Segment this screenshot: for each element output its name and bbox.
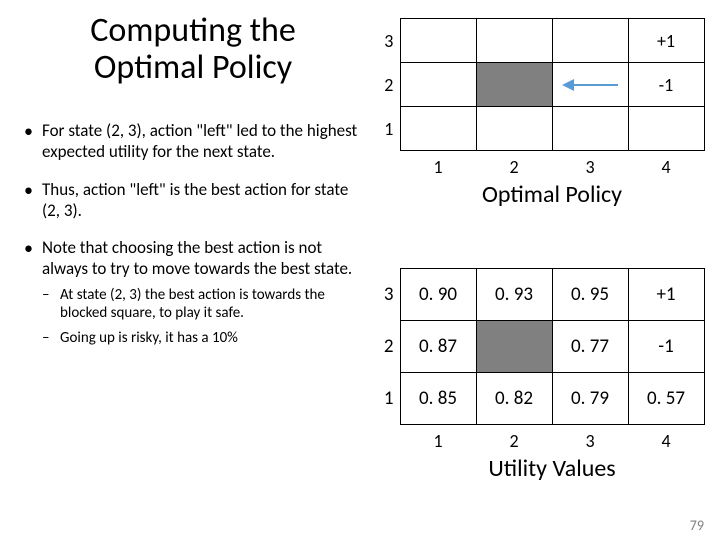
grid-cell: 0. 85 xyxy=(400,373,476,425)
grid-cell xyxy=(552,19,628,63)
grid-cell: -1 xyxy=(628,321,704,373)
title-line-2: Optimal Policy xyxy=(94,47,292,88)
grid1-caption: Optimal Policy xyxy=(400,180,704,209)
grid-cell: -1 xyxy=(628,63,704,107)
col-label: 4 xyxy=(628,430,704,452)
grid-cell xyxy=(400,19,476,63)
col-label: 4 xyxy=(628,156,704,178)
grid1-column-labels: 1 2 3 4 xyxy=(400,156,704,178)
grid-cell: 0. 57 xyxy=(628,373,704,425)
grid-cell xyxy=(400,63,476,107)
grid-cell xyxy=(476,107,552,151)
row-label: 3 xyxy=(378,19,400,63)
grid-cell: 0. 93 xyxy=(476,269,552,321)
grid-cell: 0. 77 xyxy=(552,321,628,373)
bullet-3-text: Note that choosing the best action is no… xyxy=(42,237,352,279)
row-label: 2 xyxy=(378,321,400,373)
grid-cell xyxy=(400,107,476,151)
grid2-column-labels: 1 2 3 4 xyxy=(400,430,704,452)
optimal-policy-grid: 3 +1 2 -1 1 xyxy=(378,18,705,151)
sub-bullet-1: At state (2, 3) the best action is towar… xyxy=(42,286,364,324)
grid-cell: 0. 95 xyxy=(552,269,628,321)
col-label: 3 xyxy=(552,430,628,452)
utility-values-grid: 3 0. 90 0. 93 0. 95 +1 2 0. 87 0. 77 -1 … xyxy=(378,268,705,425)
row-label: 2 xyxy=(378,63,400,107)
col-label: 2 xyxy=(476,156,552,178)
grid-cell: 0. 79 xyxy=(552,373,628,425)
grid2-caption: Utility Values xyxy=(400,454,704,483)
arrow-left-cell xyxy=(552,63,628,107)
grid-cell: +1 xyxy=(628,19,704,63)
row-label: 1 xyxy=(378,373,400,425)
grid-cell: 0. 87 xyxy=(400,321,476,373)
grid-cell: +1 xyxy=(628,269,704,321)
grid-cell: 0. 82 xyxy=(476,373,552,425)
grid-cell xyxy=(476,19,552,63)
grid-cell xyxy=(552,107,628,151)
bullet-2: Thus, action "left" is the best action f… xyxy=(24,179,364,222)
page-number: 79 xyxy=(690,517,704,534)
sub-bullet-2: Going up is risky, it has a 10% xyxy=(42,329,364,348)
slide-title: Computing the Optimal Policy xyxy=(48,12,338,87)
row-label: 3 xyxy=(378,269,400,321)
bullet-1: For state (2, 3), action "left" led to t… xyxy=(24,120,364,163)
grid-cell xyxy=(628,107,704,151)
grid-cell: 0. 90 xyxy=(400,269,476,321)
col-label: 3 xyxy=(552,156,628,178)
bullet-3: Note that choosing the best action is no… xyxy=(24,237,364,348)
blocked-cell xyxy=(476,63,552,107)
col-label: 2 xyxy=(476,430,552,452)
title-line-1: Computing the xyxy=(90,10,296,51)
col-label: 1 xyxy=(400,156,476,178)
col-label: 1 xyxy=(400,430,476,452)
bullet-list: For state (2, 3), action "left" led to t… xyxy=(24,120,364,364)
blocked-cell xyxy=(476,321,552,373)
row-label: 1 xyxy=(378,107,400,151)
arrow-left-icon xyxy=(560,75,620,95)
